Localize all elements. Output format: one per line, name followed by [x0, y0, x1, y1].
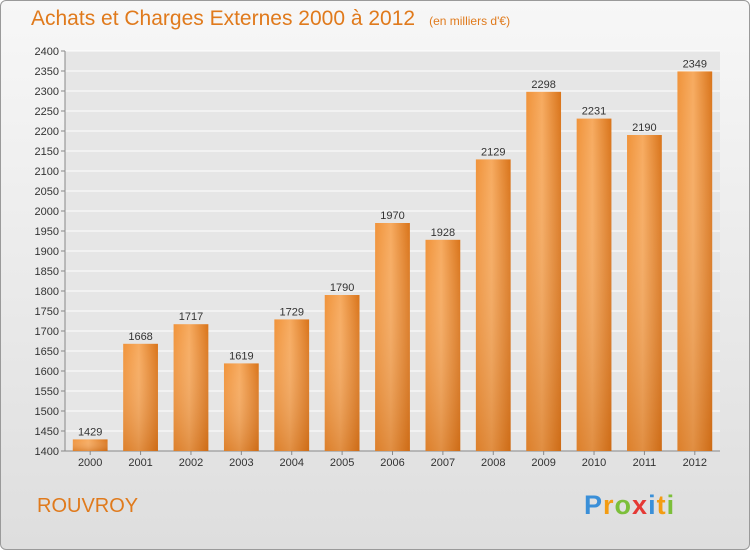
data-label: 1928 [431, 227, 455, 239]
y-tick-label: 1500 [35, 406, 59, 418]
bar-shade [475, 159, 511, 451]
data-label: 1619 [229, 350, 253, 362]
data-label: 1429 [78, 426, 102, 438]
y-tick-label: 2050 [35, 186, 59, 198]
logo-letter: r [603, 490, 615, 520]
logo-letter: t [656, 490, 667, 520]
x-tick-label: 2007 [431, 457, 455, 469]
y-tick-label: 2200 [35, 126, 59, 138]
x-tick-label: 2002 [179, 457, 203, 469]
data-label: 1970 [380, 210, 404, 222]
bars: 1429 1668 1717 1619 1729 1790 1970 1928 2129 2298… [72, 58, 713, 452]
y-tick-label: 1700 [35, 326, 59, 338]
logo-letter: x [632, 490, 649, 520]
data-label: 2231 [582, 106, 606, 118]
y-tick-label: 1650 [35, 346, 59, 358]
proxiti-logo[interactable]: Proxiti [584, 490, 675, 521]
commune-name: ROUVROY [37, 495, 139, 517]
unit-label: (en milliers d'€) [429, 14, 511, 28]
y-tick-label: 2250 [35, 106, 59, 118]
x-tick-label: 2012 [683, 457, 707, 469]
data-label: 1668 [128, 331, 152, 343]
y-tick-label: 1450 [35, 426, 59, 438]
data-label: 2190 [632, 122, 656, 134]
x-tick-label: 2008 [481, 457, 505, 469]
bar-shade [223, 363, 259, 451]
bar-shade [375, 223, 410, 451]
bar-shade [123, 343, 158, 451]
y-tick-label: 1400 [35, 446, 59, 458]
x-tick-label: 2005 [330, 457, 354, 469]
x-tick-label: 2011 [633, 457, 657, 469]
bar-shade [173, 324, 209, 451]
y-tick-label: 1550 [35, 386, 59, 398]
logo-letter: i [648, 490, 657, 520]
x-tick-label: 2009 [531, 457, 555, 469]
data-label: 1790 [330, 282, 354, 294]
y-tick-label: 2150 [35, 146, 59, 158]
bar-shade [274, 319, 310, 451]
y-tick-label: 2300 [35, 86, 59, 98]
y-tick-label: 2350 [35, 66, 59, 78]
axes: 1400 1450 1500 1550 1600 1650 1700 1750 1800 1850… [35, 46, 720, 469]
chart-title: Achats et Charges Externes 2000 à 2012 (e… [31, 7, 510, 31]
bar-shade [576, 118, 612, 451]
bar-shade [677, 71, 713, 452]
data-label: 2298 [531, 79, 555, 91]
data-label: 2129 [481, 146, 505, 158]
y-tick-label: 1900 [35, 246, 59, 258]
bar-shade [627, 135, 662, 451]
x-tick-label: 2001 [128, 457, 152, 469]
x-tick-label: 2003 [229, 457, 253, 469]
y-tick-label: 2000 [35, 206, 59, 218]
logo-letter: i [666, 490, 676, 520]
bar-shade [425, 239, 461, 451]
logo-letter: o [614, 490, 633, 520]
y-tick-label: 2400 [35, 46, 59, 58]
bar-shade [324, 295, 360, 451]
y-tick-label: 1800 [35, 286, 59, 298]
data-label: 1717 [179, 311, 203, 323]
y-tick-label: 1950 [35, 226, 59, 238]
x-tick-label: 2006 [380, 457, 404, 469]
title-text: Achats et Charges Externes 2000 à 2012 [31, 7, 416, 30]
data-label: 1729 [279, 306, 303, 318]
y-tick-label: 1600 [35, 366, 59, 378]
x-tick-label: 2010 [582, 457, 606, 469]
x-tick-label: 2000 [78, 457, 102, 469]
data-label: 2349 [683, 58, 707, 70]
x-tick-label: 2004 [279, 457, 303, 469]
bar-shade [526, 91, 562, 452]
logo-letter: P [584, 490, 604, 520]
y-tick-label: 2100 [35, 166, 59, 178]
bar-shade [72, 439, 108, 451]
y-tick-label: 1750 [35, 306, 59, 318]
y-tick-label: 1850 [35, 266, 59, 278]
